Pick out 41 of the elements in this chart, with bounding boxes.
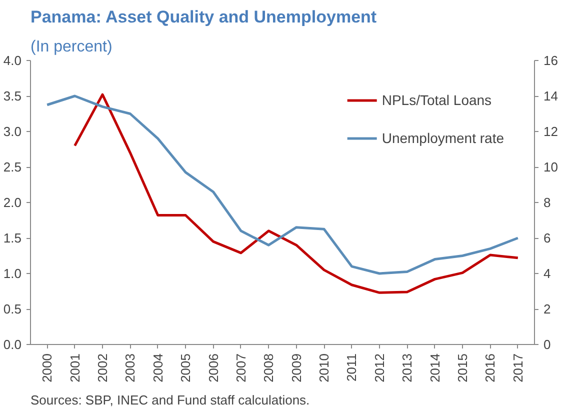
legend-label: NPLs/Total Loans	[382, 92, 492, 108]
y-tick-label: 3.0	[3, 124, 22, 139]
x-tick-label: 2004	[150, 354, 166, 382]
x-tick-label: 2014	[427, 354, 442, 382]
y2-tick-label: 8	[544, 195, 551, 210]
x-tick-label: 2001	[67, 354, 82, 382]
y-tick-label: 4.0	[3, 53, 22, 68]
y2-tick-label: 10	[544, 160, 558, 174]
x-tick-label: 2012	[372, 354, 387, 382]
x-tick-label: 2017	[510, 354, 526, 382]
y2-tick-label: 4	[544, 266, 551, 281]
x-tick-label: 2002	[95, 354, 110, 382]
y2-tick-label: 6	[544, 230, 551, 246]
y-tick-label: 3.5	[3, 88, 22, 104]
chart-title: Panama: Asset Quality and Unemployment	[30, 8, 377, 26]
y2-tick-label: 16	[544, 53, 558, 68]
legend-label: Unemployment rate	[382, 130, 504, 146]
x-tick-label: 2005	[178, 354, 194, 382]
y2-tick-label: 0	[544, 337, 551, 352]
y-tick-label: 1.0	[3, 266, 22, 281]
y-tick-label: 0.5	[3, 302, 22, 316]
y2-tick-label: 12	[544, 124, 558, 139]
x-tick-label: 2015	[455, 354, 470, 382]
x-tick-label: 2000	[40, 354, 55, 382]
y-tick-label: 2.0	[3, 195, 22, 210]
x-tick-label: 2008	[261, 354, 276, 382]
x-tick-label: 2006	[206, 354, 221, 382]
x-tick-label: 2013	[400, 354, 415, 382]
y-tick-label: 2.5	[3, 160, 22, 174]
x-tick-label: 2010	[316, 354, 332, 382]
x-tick-label: 2007	[233, 354, 248, 382]
y-tick-label: 1.5	[3, 230, 22, 246]
x-tick-label: 2016	[482, 354, 498, 382]
y-tick-label: 0.0	[3, 337, 22, 352]
x-tick-label: 2011	[344, 353, 360, 382]
chart-subtitle: (In percent)	[30, 38, 112, 56]
y2-tick-label: 14	[544, 88, 558, 104]
source-note: Sources: SBP, INEC and Fund staff calculations.	[30, 392, 310, 408]
y2-tick-label: 2	[544, 302, 551, 316]
x-tick-label: 2009	[288, 354, 304, 382]
x-tick-label: 2003	[122, 354, 138, 382]
